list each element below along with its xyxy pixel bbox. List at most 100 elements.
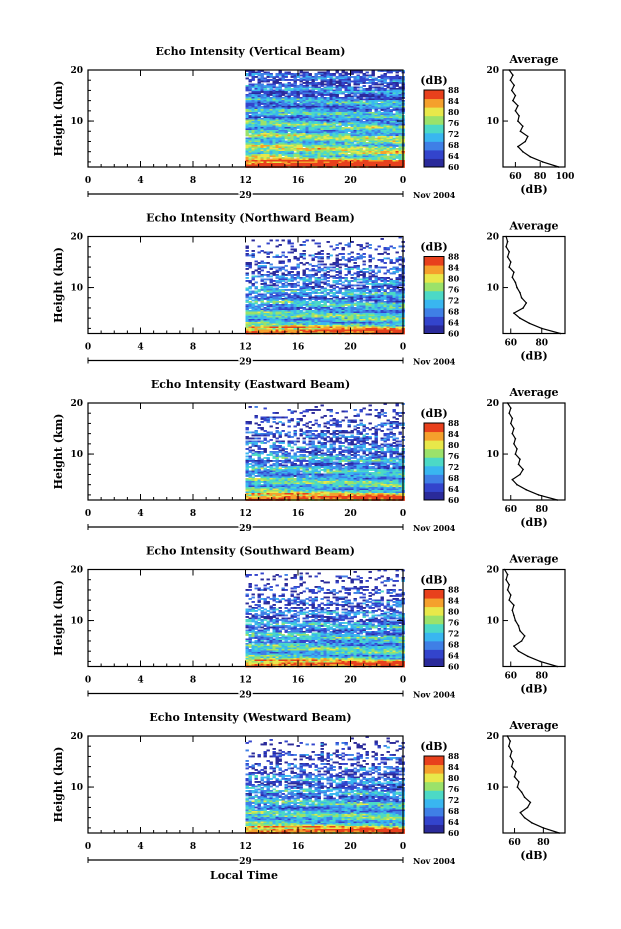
colorbar-swatch — [424, 657, 444, 667]
profile-point — [506, 402, 509, 404]
profile-point — [525, 489, 528, 491]
profile-point — [511, 276, 514, 279]
profile-point — [517, 104, 519, 107]
profile-point — [514, 453, 517, 455]
profile-point — [511, 609, 514, 612]
date-label: Nov 2004 — [413, 690, 456, 700]
colorbar-label: 76 — [448, 784, 460, 794]
profile-point — [523, 635, 526, 637]
colorbar-label: 60 — [448, 662, 460, 672]
colorbar-frame — [423, 755, 445, 834]
colorbar-label: 68 — [448, 140, 460, 150]
colorbar-swatch — [424, 448, 444, 458]
colorbar-frame — [423, 256, 445, 334]
profile-y-tick-label: 20 — [486, 66, 499, 76]
x-tick-label: 12 — [239, 343, 252, 353]
colorbar-label: 88 — [448, 418, 460, 428]
profile-title: Average — [508, 719, 558, 732]
day-label: 29 — [239, 857, 252, 867]
x-tick-label: 8 — [190, 676, 196, 686]
profile-point — [529, 156, 532, 158]
profile-point — [516, 786, 519, 788]
average-profile: Average 10 20 60 80(dB) — [486, 719, 566, 862]
profile-point — [513, 645, 515, 647]
y-axis-label: Height (km) — [52, 414, 65, 490]
profile-point — [508, 412, 511, 415]
colorbar-label: 64 — [448, 484, 460, 494]
colorbar-swatch — [424, 124, 444, 134]
colorbar-unit: (dB) — [420, 740, 447, 753]
colorbar-unit: (dB) — [420, 574, 447, 587]
profile-point — [527, 655, 529, 658]
y-tick-label: 20 — [70, 732, 83, 742]
date-label: Nov 2004 — [413, 357, 456, 367]
profile-y-tick-label: 10 — [486, 284, 499, 294]
profile-x-label: (dB) — [520, 516, 547, 529]
profile-frame — [502, 235, 566, 335]
panel-3: Echo Intensity (Eastward Beam) 10 20 Height… — [52, 378, 566, 536]
profile-point — [514, 619, 517, 622]
profile-point — [506, 589, 509, 591]
colorbar-swatch — [424, 440, 444, 450]
colorbar-swatch — [424, 773, 444, 783]
colorbar-swatch — [424, 807, 444, 817]
colorbar-label: 72 — [448, 462, 459, 472]
profile-point — [513, 614, 515, 617]
profile-x-label: (dB) — [520, 350, 547, 363]
x-tick-label: 4 — [137, 509, 143, 519]
profile-point — [513, 84, 515, 87]
colorbar-swatch — [424, 107, 444, 117]
panel-2: Echo Intensity (Northward Beam) 10 20 Heigh… — [52, 212, 566, 369]
profile-point — [506, 573, 509, 576]
colorbar-label: 68 — [448, 473, 460, 483]
colorbar-label: 88 — [448, 585, 460, 595]
x-tick-label: 0 — [400, 343, 406, 353]
colorbar-swatch — [424, 115, 444, 125]
x-tick-label: 0 — [400, 842, 406, 852]
colorbar-swatch — [424, 431, 444, 441]
date-label: Nov 2004 — [413, 523, 456, 533]
colorbar-label: 72 — [448, 629, 459, 639]
colorbar-label: 72 — [448, 795, 459, 805]
colorbar-label: 60 — [448, 329, 460, 339]
profile-point — [526, 806, 529, 809]
colorbar-swatch — [424, 824, 444, 834]
colorbar-swatch — [424, 606, 444, 616]
y-tick-label: 10 — [70, 450, 83, 460]
x-tick-label: 16 — [292, 509, 305, 519]
x-tick-label: 20 — [344, 842, 357, 852]
x-tick-label: 16 — [292, 343, 305, 353]
profile-point — [512, 99, 514, 102]
profile-point — [513, 604, 515, 606]
profile-title: Average — [508, 386, 558, 399]
echo-heatmap — [245, 70, 405, 168]
profile-line — [504, 569, 558, 668]
profile-point — [505, 235, 507, 238]
profile-title: Average — [508, 220, 558, 233]
colorbar-swatch — [424, 141, 444, 151]
profile-x-tick-label: 60 — [504, 505, 517, 515]
x-tick-label: 20 — [344, 176, 357, 186]
profile-point — [524, 140, 527, 143]
profile-point — [558, 832, 560, 834]
colorbar-swatch — [424, 457, 444, 467]
profile-point — [517, 120, 519, 122]
profile-frame — [502, 69, 566, 168]
profile-point — [510, 89, 513, 92]
profile-point — [512, 74, 514, 76]
profile-frame — [502, 568, 566, 668]
colorbar-swatch — [424, 149, 444, 159]
profile-x-tick-label: 80 — [535, 505, 548, 515]
panel-title: Echo Intensity (Northward Beam) — [146, 212, 355, 225]
echo-heatmap — [245, 569, 405, 668]
profile-point — [512, 760, 514, 763]
profile-point — [519, 630, 521, 632]
date-label: Nov 2004 — [413, 190, 456, 200]
colorbar-label: 88 — [448, 252, 460, 262]
colorbar-swatch — [424, 798, 444, 808]
colorbar-label: 84 — [448, 429, 460, 439]
profile-x-label: (dB) — [520, 849, 547, 862]
